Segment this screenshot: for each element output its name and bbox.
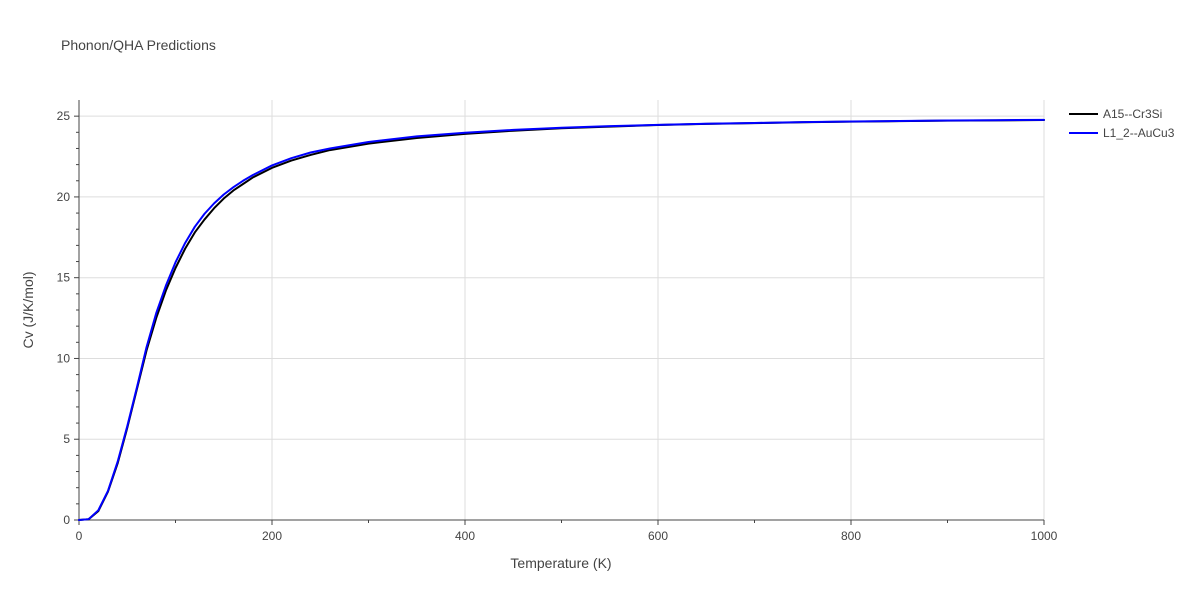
x-tick-label: 400 bbox=[455, 529, 475, 543]
x-gridlines bbox=[271, 100, 1045, 520]
legend-label: L1_2--AuCu3 bbox=[1103, 126, 1175, 140]
y-tick-label: 0 bbox=[63, 513, 70, 527]
legend[interactable]: A15--Cr3Si L1_2--AuCu3 bbox=[1069, 107, 1175, 140]
x-tick-label: 800 bbox=[841, 529, 861, 543]
legend-item[interactable]: A15--Cr3Si bbox=[1069, 107, 1162, 121]
x-axis-title: Temperature (K) bbox=[510, 555, 611, 571]
y-axis-title: Cv (J/K/mol) bbox=[20, 272, 36, 349]
y-tick-label: 15 bbox=[57, 271, 71, 285]
x-tick-label: 1000 bbox=[1031, 529, 1058, 543]
x-tick-label: 200 bbox=[262, 529, 282, 543]
chart-title: Phonon/QHA Predictions bbox=[61, 37, 216, 53]
y-tick-label: 5 bbox=[63, 432, 70, 446]
x-tick-labels: 0 200 400 600 800 1000 bbox=[76, 520, 1058, 543]
y-tick-label: 25 bbox=[57, 109, 71, 123]
y-tick-label: 10 bbox=[57, 351, 71, 365]
legend-label: A15--Cr3Si bbox=[1103, 107, 1162, 121]
legend-item[interactable]: L1_2--AuCu3 bbox=[1069, 126, 1175, 140]
y-gridlines bbox=[79, 115, 1044, 440]
x-tick-label: 600 bbox=[648, 529, 668, 543]
y-tick-label: 20 bbox=[57, 190, 71, 204]
x-tick-label: 0 bbox=[76, 529, 83, 543]
series-line-l1-2-aucu3 bbox=[78, 118, 1045, 521]
series-lines bbox=[78, 118, 1045, 521]
y-tick-labels: 0 5 10 15 20 25 bbox=[57, 109, 79, 527]
series-line-a15-cr3si bbox=[78, 119, 1045, 521]
